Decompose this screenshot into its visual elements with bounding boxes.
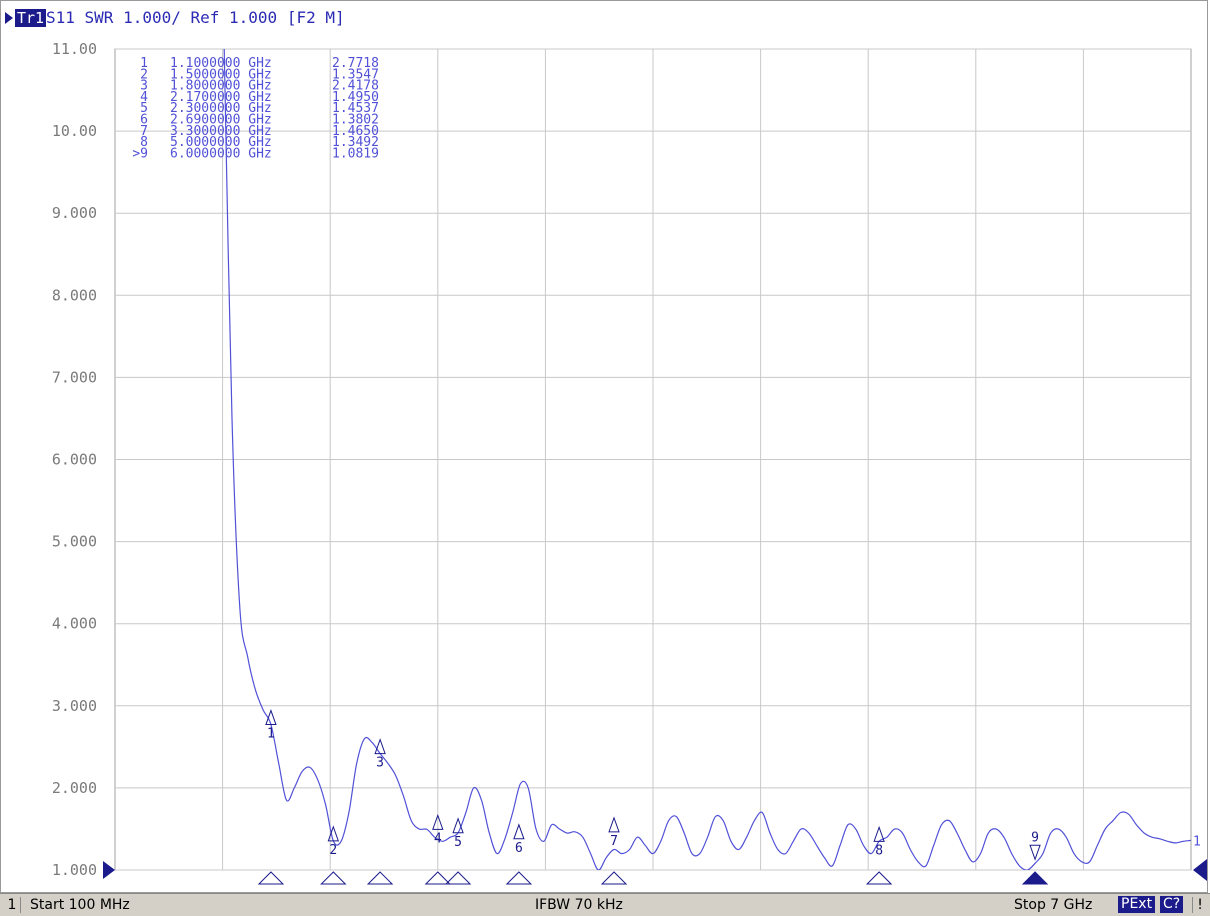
marker-position-indicator xyxy=(424,871,452,885)
marker-label: 4 xyxy=(434,831,442,846)
marker-table-number: 7 xyxy=(140,124,148,139)
trace-s11 xyxy=(223,49,1191,870)
marker-triangle xyxy=(608,816,620,833)
marker-triangle xyxy=(374,738,386,755)
y-tick-label: 6.000 xyxy=(52,451,97,469)
marker-position-indicator xyxy=(444,871,472,885)
marker-label: 3 xyxy=(376,756,384,771)
marker-table-number: 6 xyxy=(140,113,148,128)
reference-arrow-right-icon xyxy=(1193,859,1207,881)
grid xyxy=(114,48,1192,871)
status-bar: 1 Start 100 MHz IFBW 70 kHz Stop 7 GHz P… xyxy=(0,893,1210,916)
marker-table-value: 1.3492 xyxy=(332,135,379,150)
marker-triangle-active xyxy=(1029,844,1041,861)
marker-table: 1 1.1000000 GHz 2.7718 2 1.5000000 GHz 1.3547… xyxy=(132,56,379,161)
marker-position-indicator xyxy=(505,871,533,885)
marker-table-value: 2.4178 xyxy=(332,79,379,94)
y-tick-label: 1.000 xyxy=(52,861,97,879)
marker-triangle xyxy=(513,823,525,840)
marker-table-number: 3 xyxy=(140,79,148,94)
marker-label: 8 xyxy=(875,843,883,858)
marker-position-indicator xyxy=(865,871,893,885)
marker-table-number: 2 xyxy=(140,67,148,82)
y-tick-label: 9.000 xyxy=(52,204,97,222)
marker-triangle xyxy=(873,825,885,842)
marker-label: 5 xyxy=(454,835,462,850)
marker-table-value: 1.4950 xyxy=(332,90,379,105)
trace-end-label: 1 xyxy=(1193,834,1201,849)
marker-table-value: 1.3802 xyxy=(332,113,379,128)
marker-table-frequency: 3.3000000 GHz xyxy=(170,124,272,139)
marker-position-indicator xyxy=(600,871,628,885)
y-tick-label: 11.00 xyxy=(52,40,97,58)
trace-header: Tr1 S11 SWR 1.000/ Ref 1.000 [F2 M] xyxy=(1,1,601,29)
marker-table-number: 5 xyxy=(140,101,148,116)
marker-triangle xyxy=(327,825,340,842)
marker-table-frequency: 2.3000000 GHz xyxy=(170,101,272,116)
marker-table-value: 1.4537 xyxy=(332,101,379,116)
marker-position-indicators xyxy=(257,871,1049,885)
reference-arrow-left-icon xyxy=(103,861,115,879)
marker-table-frequency: 5.0000000 GHz xyxy=(170,135,272,150)
marker-label: 9 xyxy=(1031,830,1039,845)
y-tick-label: 3.000 xyxy=(52,697,97,715)
warning-indicator[interactable]: ! xyxy=(1192,897,1207,913)
marker-table-value: 2.7718 xyxy=(332,56,379,71)
marker-label: 1 xyxy=(267,727,275,742)
trace-layer: 1 xyxy=(223,49,1201,870)
y-tick-label: 5.000 xyxy=(52,533,97,551)
marker-position-indicator xyxy=(320,871,347,885)
if-bandwidth[interactable]: IFBW 70 kHz xyxy=(535,897,623,913)
active-trace-arrow-icon xyxy=(5,12,13,24)
marker-table-frequency: 6.0000000 GHz xyxy=(170,146,272,161)
marker-position-indicator xyxy=(366,871,394,885)
marker-table-frequency: 1.5000000 GHz xyxy=(170,67,272,82)
calibration-status-badge[interactable]: C? xyxy=(1160,896,1184,913)
marker-table-frequency: 1.8000000 GHz xyxy=(170,79,272,94)
stop-frequency[interactable]: Stop 7 GHz xyxy=(1014,897,1093,913)
marker-table-number: >9 xyxy=(132,146,148,161)
markers-layer: 1 2 3 4 5 6 7 8 9 xyxy=(265,709,1041,861)
y-axis-tick-labels: 11.00 10.00 9.000 8.000 7.000 6.000 5.000 4.000… xyxy=(52,40,97,879)
marker-table-frequency: 2.1700000 GHz xyxy=(170,90,272,105)
marker-position-indicator-active xyxy=(1021,871,1049,885)
marker-table-number: 1 xyxy=(140,56,148,71)
marker-position-indicator xyxy=(257,871,285,885)
marker-triangle xyxy=(452,817,464,834)
start-frequency[interactable]: Start 100 MHz xyxy=(30,897,130,913)
marker-table-frequency: 2.6900000 GHz xyxy=(170,113,272,128)
trace-format-text[interactable]: S11 SWR 1.000/ Ref 1.000 [F2 M] xyxy=(46,8,345,27)
marker-label: 6 xyxy=(515,841,523,856)
instrument-display: 11.00 10.00 9.000 8.000 7.000 6.000 5.000 4.000… xyxy=(0,0,1208,893)
y-tick-label: 10.00 xyxy=(52,122,97,140)
port-extension-badge[interactable]: PExt xyxy=(1118,896,1156,913)
reference-arrows xyxy=(103,859,1207,881)
marker-table-frequency: 1.1000000 GHz xyxy=(170,56,272,71)
marker-table-number: 4 xyxy=(140,90,148,105)
y-tick-label: 8.000 xyxy=(52,286,97,304)
marker-triangle xyxy=(432,813,444,830)
marker-table-value: 1.3547 xyxy=(332,67,379,82)
marker-table-number: 8 xyxy=(140,135,148,150)
y-tick-label: 4.000 xyxy=(52,615,97,633)
y-tick-label: 2.000 xyxy=(52,779,97,797)
marker-table-value: 1.4650 xyxy=(332,124,379,139)
marker-label: 2 xyxy=(329,843,337,858)
marker-triangle xyxy=(265,709,277,726)
marker-label: 7 xyxy=(610,834,618,849)
swr-plot: 11.00 10.00 9.000 8.000 7.000 6.000 5.000 4.000… xyxy=(52,40,1207,885)
trace-badge[interactable]: Tr1 xyxy=(15,9,47,27)
marker-table-value: 1.0819 xyxy=(332,146,379,161)
channel-number[interactable]: 1 xyxy=(4,897,21,913)
y-tick-label: 7.000 xyxy=(52,368,97,386)
